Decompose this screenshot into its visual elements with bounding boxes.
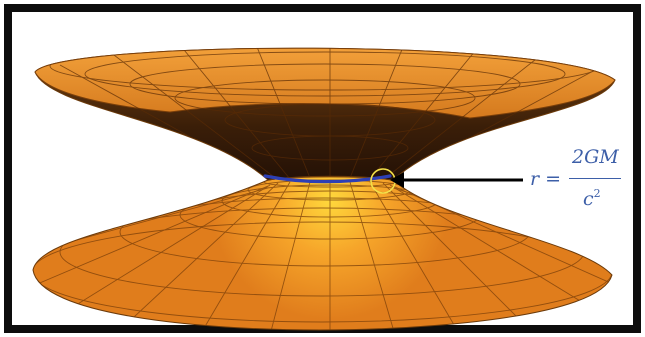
formula-lhs: r = (530, 168, 562, 190)
formula-denominator-exponent: 2 (593, 187, 601, 200)
formula-denominator-base: c (583, 188, 594, 210)
formula-numerator: 2GM (572, 146, 619, 168)
lower-surface (32, 175, 613, 331)
arrow (390, 172, 523, 188)
upper-surface (34, 47, 616, 181)
formula-denominator: c2 (583, 187, 601, 210)
fraction-bar (569, 178, 621, 179)
throat-ring (263, 174, 392, 184)
